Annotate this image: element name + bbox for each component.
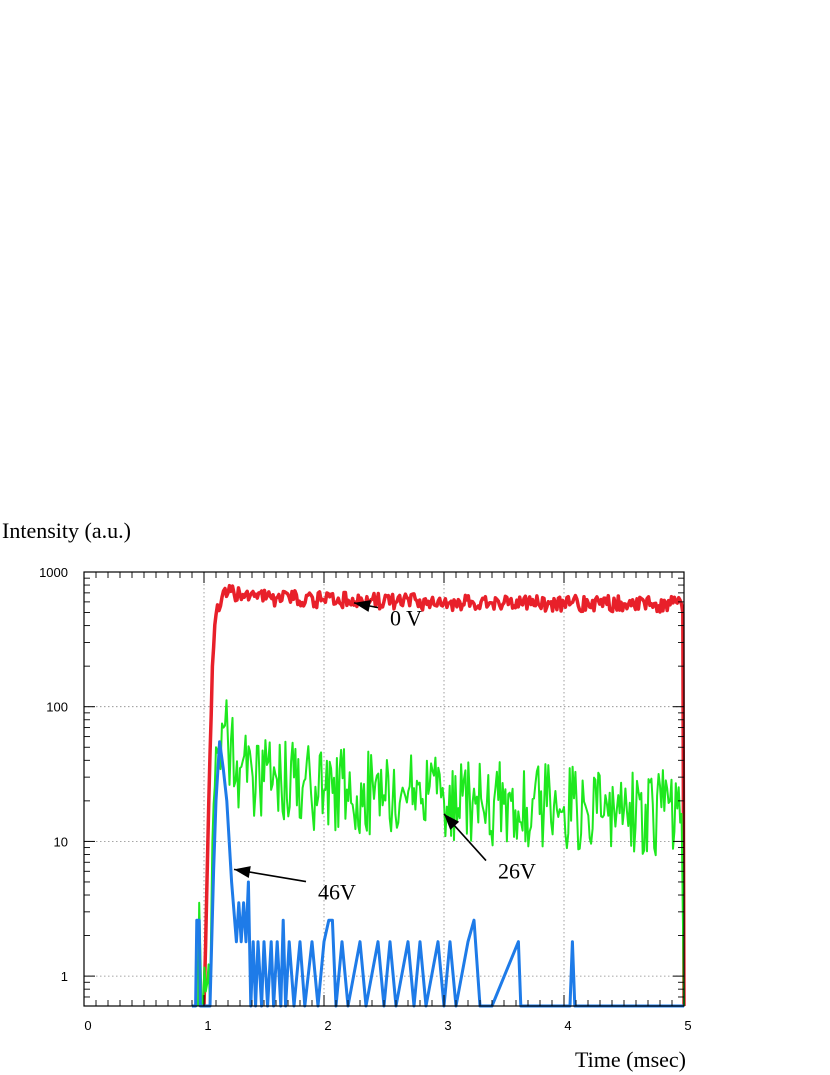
x-tick-label: 5	[684, 1018, 691, 1033]
series-line-26v	[197, 699, 685, 1007]
x-tick-label: 0	[84, 1018, 91, 1033]
y-tick-label: 10	[54, 834, 68, 849]
y-axis-label: Intensity (a.u.)	[2, 518, 131, 543]
annotation-arrowhead	[444, 813, 460, 830]
annotation-label: 46V	[318, 880, 356, 905]
x-axis-label: Time (msec)	[575, 1047, 686, 1072]
annotation-label: 26V	[498, 859, 536, 884]
series-group	[192, 583, 686, 1008]
ticks: 0 1 2 3 4 5 1 10 100 1000	[39, 565, 692, 1033]
annotation-label: 0 V	[390, 606, 422, 631]
x-tick-label: 1	[204, 1018, 211, 1033]
x-tick-label: 4	[564, 1018, 571, 1033]
x-tick-label: 3	[444, 1018, 451, 1033]
y-tick-label: 100	[46, 700, 68, 715]
grid	[84, 572, 684, 1006]
series-line-0v	[202, 583, 686, 1007]
annotation-arrowhead	[354, 600, 371, 612]
y-tick-label: 1	[61, 969, 68, 984]
y-tick-label: 1000	[39, 565, 68, 580]
annotation-arrowhead	[234, 866, 251, 878]
x-tick-label: 2	[324, 1018, 331, 1033]
annotations: 0 V 26V 46V	[233, 600, 536, 905]
